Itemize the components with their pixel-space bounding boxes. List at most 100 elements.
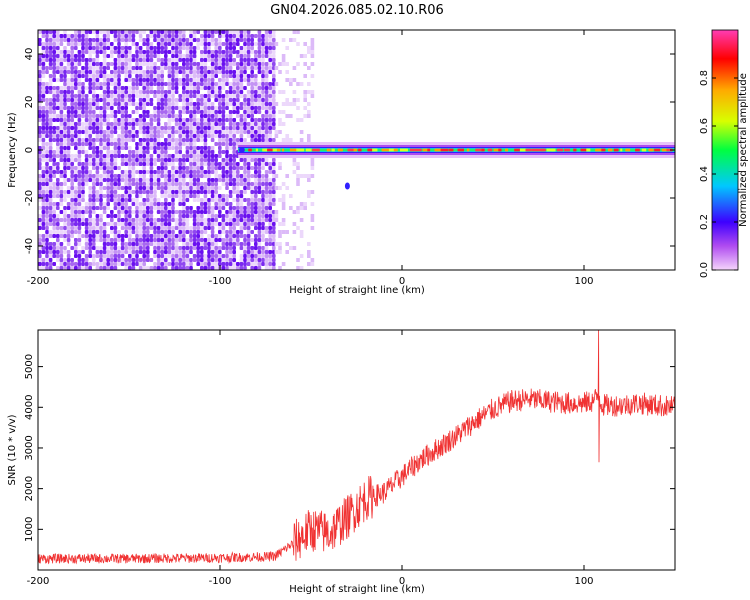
spectrogram-cell: [66, 122, 71, 126]
spectrogram-cell: [218, 262, 222, 266]
spectrogram-cell: [232, 42, 236, 46]
spectrogram-cell: [59, 90, 64, 94]
signal-hotspot: [353, 148, 357, 152]
spectrogram-cell: [117, 118, 121, 122]
spectrogram-cell: [178, 66, 182, 70]
spectrogram-cell: [174, 194, 179, 198]
spectrogram-cell: [272, 70, 276, 74]
spectrogram-cell: [164, 50, 168, 54]
spectrogram-cell: [41, 42, 46, 46]
spectrogram-cell: [74, 130, 78, 134]
spectrogram-cell: [214, 242, 218, 246]
spectrogram-cell: [207, 242, 211, 246]
spectrogram-cell: [189, 250, 193, 254]
spectrogram-cell: [128, 146, 132, 150]
spectrogram-cell: [228, 70, 233, 74]
spectrogram-cell: [70, 130, 74, 134]
spectrogram-cell: [66, 206, 71, 210]
spectrogram-cell: [153, 150, 157, 154]
spectrogram-cell: [239, 210, 244, 214]
spectrogram-cell: [138, 82, 143, 86]
spectrogram-cell: [246, 102, 251, 106]
spectrogram-cell: [38, 130, 42, 134]
spectrogram-cell: [196, 242, 200, 246]
spectrogram-cell: [56, 190, 60, 194]
spectrogram-cell: [128, 134, 132, 138]
spectrogram-cell: [74, 230, 78, 234]
spectrogram-cell: [156, 154, 161, 158]
spectrogram-cell: [292, 246, 297, 250]
spectrogram-cell: [153, 254, 157, 258]
spectrogram-cell: [70, 50, 74, 54]
spectrogram-cell: [66, 190, 71, 194]
spectrogram-cell: [246, 78, 251, 82]
y-tick-label: -20: [24, 190, 35, 206]
spectrogram-cell: [135, 94, 139, 98]
spectrogram-cell: [160, 130, 164, 134]
spectrogram-cell: [189, 182, 193, 186]
spectrogram-cell: [214, 86, 218, 90]
spectrogram-cell: [131, 78, 136, 82]
spectrogram-cell: [56, 114, 60, 118]
spectrogram-cell: [146, 258, 150, 262]
spectrogram-cell: [160, 266, 164, 270]
spectrogram-cell: [106, 102, 110, 106]
spectrogram-cell: [214, 262, 218, 266]
spectrogram-cell: [110, 198, 114, 202]
spectrogram-cell: [149, 126, 154, 130]
spectrogram-cell: [292, 102, 297, 106]
spectrogram-cell: [174, 186, 179, 190]
spectrogram-cell: [113, 154, 118, 158]
spectrogram-cell: [84, 142, 89, 146]
spectrogram-cell: [207, 262, 211, 266]
spectrogram-cell: [63, 250, 67, 254]
spectrogram-cell: [92, 90, 96, 94]
spectrogram-cell: [182, 234, 186, 238]
spectrogram-cell: [138, 162, 143, 166]
spectrogram-cell: [106, 38, 110, 42]
spectrogram-cell: [264, 86, 269, 90]
spectrogram-cell: [92, 38, 96, 42]
spectrogram-cell: [232, 38, 236, 42]
spectrogram-cell: [113, 114, 118, 118]
spectrogram-cell: [95, 226, 100, 230]
spectrogram-cell: [203, 186, 208, 190]
spectrogram-cell: [246, 214, 251, 218]
spectrogram-cell: [160, 186, 164, 190]
spectrogram-cell: [310, 226, 315, 230]
spectrogram-cell: [106, 130, 110, 134]
spectrogram-cell: [88, 30, 92, 34]
spectrogram-cell: [70, 210, 74, 214]
spectrogram-cell: [203, 82, 208, 86]
spectrogram-cell: [174, 78, 179, 82]
spectrogram-cell: [210, 102, 215, 106]
spectrogram-cell: [171, 30, 175, 34]
spectrogram-cell: [56, 230, 60, 234]
spectrogram-cell: [66, 34, 71, 38]
spectrogram-cell: [203, 34, 208, 38]
signal-hotspot: [563, 148, 570, 152]
spectrogram-cell: [160, 174, 164, 178]
spectrogram-cell: [70, 194, 74, 198]
spectrogram-cell: [160, 214, 164, 218]
spectrogram-cell: [106, 134, 110, 138]
spectrogram-cell: [74, 166, 78, 170]
spectrogram-cell: [239, 66, 244, 70]
spectrogram-cell: [74, 42, 78, 46]
spectrogram-cell: [102, 98, 107, 102]
spectrogram-cell: [99, 234, 103, 238]
spectrogram-cell: [59, 242, 64, 246]
spectrogram-cell: [135, 226, 139, 230]
spectrogram-cell: [239, 122, 244, 126]
spectrogram-cell: [221, 202, 226, 206]
spectrogram-cell: [113, 174, 118, 178]
spectrogram-cell: [167, 154, 172, 158]
spectrogram-cell: [81, 122, 85, 126]
spectrogram-cell: [117, 230, 121, 234]
spectrogram-cell: [52, 214, 56, 218]
spectrogram-cell: [52, 118, 56, 122]
spectrogram-cell: [138, 214, 143, 218]
spectrogram-cell: [232, 258, 236, 262]
spectrogram-cell: [84, 122, 89, 126]
signal-hotspot: [498, 148, 502, 152]
